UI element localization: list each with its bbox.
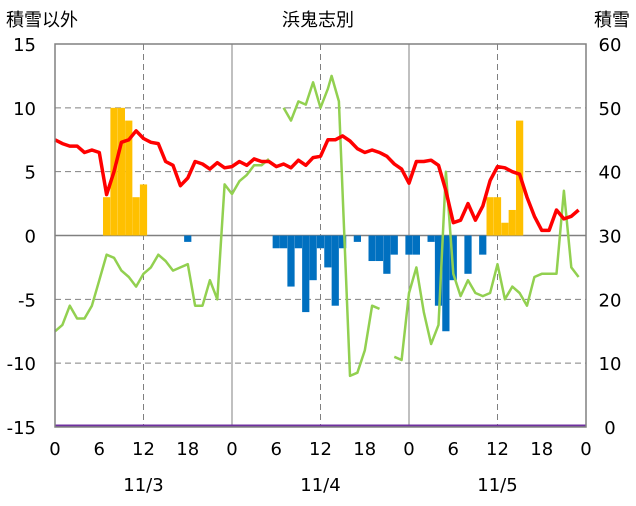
left-y-tick-label: -10 [7,354,36,375]
date-label: 11/3 [123,475,163,496]
precipitation-bar [339,235,347,249]
precipitation-bar [368,235,376,262]
right-y-tick-label: 60 [599,35,622,56]
x-tick-label: 12 [486,439,509,460]
precipitation-bar [390,235,398,255]
precipitation-bar [434,235,443,306]
chart-title: 浜鬼志別 [282,10,354,31]
snowfall-bar [132,197,140,236]
precipitation-bar [383,235,391,274]
x-tick-label: 0 [226,439,237,460]
precipitation-bar [375,235,384,262]
left-y-tick-label: -15 [7,418,36,439]
x-tick-label: 18 [530,439,553,460]
precipitation-bar [353,235,361,242]
right-y-tick-label: 40 [599,163,622,184]
x-tick-label: 12 [132,439,155,460]
right-y-tick-label: 50 [599,99,622,120]
snowfall-bar [125,120,133,236]
x-tick-label: 0 [49,439,60,460]
right-y-tick-label: 10 [599,354,622,375]
snow-depth-line [54,157,270,333]
precipitation-bar [280,235,288,249]
left-y-tick-label: 5 [25,163,36,184]
x-tick-label: 18 [176,439,199,460]
plot-area-frame [54,43,587,428]
x-tick-label: 6 [271,439,282,460]
x-tick-label: 6 [94,439,105,460]
snowfall-bar [493,197,502,236]
snowfall-bar [501,222,509,236]
x-tick-label: 18 [353,439,376,460]
right-y-tick-label: 20 [599,290,622,311]
precipitation-bar [464,235,472,274]
snow-depth-line [282,74,380,378]
right-y-tick-label: 0 [604,418,615,439]
precipitation-bar [405,235,413,255]
x-tick-label: 0 [580,439,591,460]
precipitation-bar [287,235,295,287]
snowfall-bar [103,197,111,236]
temperature-line [54,129,580,233]
left-y-tick-label: 10 [13,99,36,120]
right-axis-title: 積雪 [594,10,630,31]
left-y-tick-label: -5 [18,290,36,311]
x-tick-label: 6 [448,439,459,460]
left-axis-title: 積雪以外 [6,10,78,31]
precipitation-bar [184,235,192,242]
precipitation-bar [309,235,317,281]
precipitation-bar [316,235,325,249]
snowfall-bar [508,209,516,236]
precipitation-bar [427,235,435,242]
precipitation-bar [479,235,487,255]
snowfall-bar [486,197,494,236]
snow-depth-line [393,170,580,362]
precipitation-bar [294,235,302,249]
date-label: 11/4 [300,475,340,496]
date-label: 11/5 [477,475,517,496]
precipitation-bar [324,235,332,268]
precipitation-bar [331,235,339,306]
snowfall-bar [117,107,125,236]
x-tick-label: 0 [403,439,414,460]
precipitation-bar [442,235,450,332]
left-y-tick-label: 15 [13,35,36,56]
precipitation-bar [272,235,280,249]
line-series [54,74,580,378]
precipitation-bar [302,235,310,313]
precipitation-bar [412,235,420,255]
snowfall-bar [139,184,148,236]
left-y-tick-label: 0 [25,227,36,248]
right-y-tick-label: 30 [599,227,622,248]
x-tick-label: 12 [309,439,332,460]
